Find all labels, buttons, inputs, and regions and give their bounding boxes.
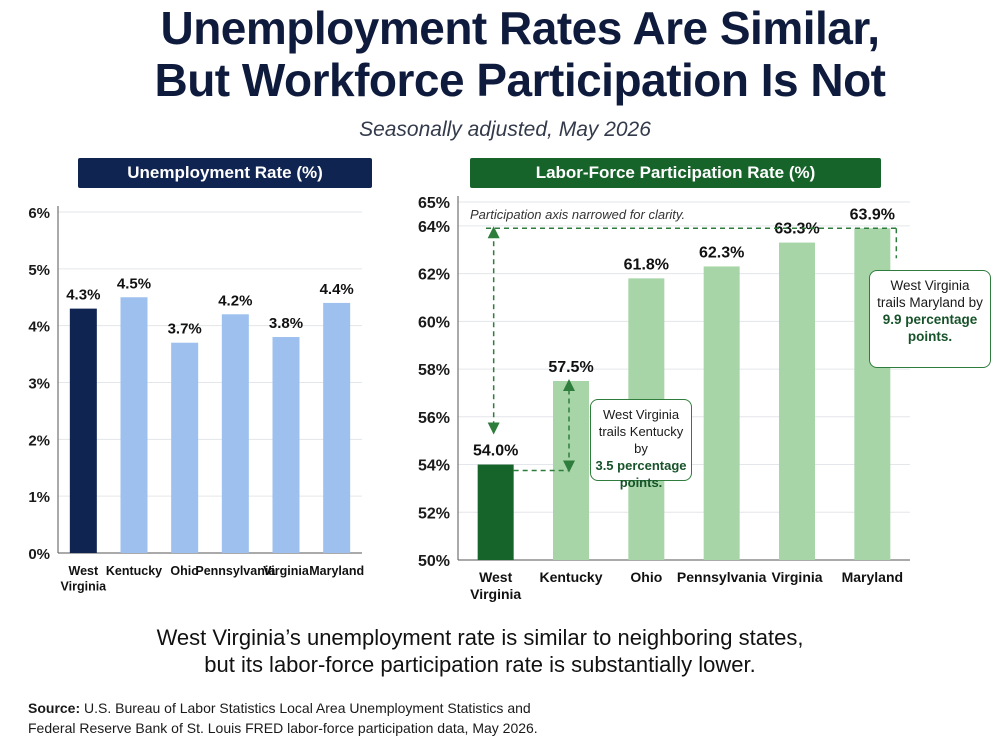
value-label: 57.5% bbox=[548, 359, 593, 376]
y-tick-label: 1% bbox=[28, 489, 50, 506]
value-label: 63.9% bbox=[850, 206, 895, 223]
x-tick-label: Kentucky bbox=[106, 564, 162, 578]
conclusion-line-1: West Virginia’s unemployment rate is sim… bbox=[156, 625, 804, 650]
y-tick-label: 54% bbox=[418, 458, 450, 475]
y-tick-label: 0% bbox=[28, 546, 50, 563]
y-tick-label: 50% bbox=[418, 553, 450, 570]
callout-ky-bold1: 3.5 percentage bbox=[595, 458, 687, 473]
bar-west-virginia bbox=[69, 308, 97, 553]
title-line-1: Unemployment Rates Are Similar, bbox=[160, 2, 880, 54]
kentucky-gap-callout: West Virginia trails Kentucky by 3.5 per… bbox=[590, 399, 692, 490]
page-subtitle: Seasonally adjusted, May 2026 bbox=[359, 118, 651, 141]
x-tick-label: Kentucky bbox=[539, 569, 602, 585]
y-tick-label: 52% bbox=[418, 505, 450, 522]
bar-pennsylvania bbox=[703, 266, 740, 560]
x-tick-label: Virginia bbox=[771, 569, 822, 585]
value-label: 63.3% bbox=[774, 221, 819, 238]
y-tick-label: 58% bbox=[418, 362, 450, 379]
maryland-gap-callout: West Virginia trails Maryland by 9.9 per… bbox=[869, 270, 991, 368]
participation-chart: 50% 52% 54% 56% 58% 60% 62% 64% 65% 54.0% West Virg… bbox=[418, 195, 910, 602]
bar-kentucky bbox=[120, 297, 148, 553]
y-tick-label: 5% bbox=[28, 262, 50, 279]
bar-kentucky bbox=[553, 381, 589, 560]
y-tick-label: 65% bbox=[418, 195, 450, 212]
conclusion-text: West Virginia’s unemployment rate is sim… bbox=[0, 624, 960, 678]
x-tick-label: Ohio bbox=[630, 569, 662, 585]
source-line-1: U.S. Bureau of Labor Statistics Local Ar… bbox=[84, 700, 531, 716]
value-label: 54.0% bbox=[473, 443, 518, 460]
x-tick-label: Maryland bbox=[842, 569, 903, 585]
bar-pennsylvania bbox=[221, 314, 249, 553]
y-tick-label: 60% bbox=[418, 314, 450, 331]
value-label: 4.4% bbox=[320, 281, 354, 298]
bar-ohio bbox=[171, 342, 199, 553]
conclusion-line-2: but its labor-force participation rate i… bbox=[204, 652, 756, 677]
x-tick-label: West Virginia bbox=[470, 569, 521, 602]
value-label: 4.2% bbox=[218, 292, 252, 309]
axis-note: Participation axis narrowed for clarity. bbox=[470, 207, 685, 222]
x-tick-label: Pennsylvania bbox=[677, 569, 767, 585]
value-label: 4.3% bbox=[66, 287, 100, 304]
callout-md-bold2: points. bbox=[907, 329, 953, 344]
bar-west-virginia bbox=[477, 464, 514, 560]
bar-maryland bbox=[323, 302, 351, 553]
y-tick-label: 64% bbox=[418, 219, 450, 236]
title-line-2: But Workforce Participation Is Not bbox=[154, 54, 886, 106]
source-line-2: Federal Reserve Bank of St. Louis FRED l… bbox=[28, 720, 538, 736]
y-tick-label: 2% bbox=[28, 432, 50, 449]
x-tick-label: Pennsylvania bbox=[195, 564, 276, 578]
y-tick-label: 3% bbox=[28, 376, 50, 393]
unemployment-chart: 0% 1% 2% 3% 4% 5% 6% 4.3% West Virginia 4.5% Kentuc… bbox=[28, 205, 364, 594]
x-tick-label: Virginia bbox=[263, 564, 310, 578]
callout-md-bold1: 9.9 percentage bbox=[882, 312, 978, 327]
source-note: Source: U.S. Bureau of Labor Statistics … bbox=[28, 698, 728, 738]
value-label: 3.7% bbox=[168, 321, 202, 338]
callout-md-line1: West Virginia bbox=[890, 278, 970, 293]
page-title: Unemployment Rates Are Similar, But Work… bbox=[0, 2, 1000, 106]
y-tick-label: 4% bbox=[28, 319, 50, 336]
unemployment-chart-title: Unemployment Rate (%) bbox=[78, 158, 372, 188]
value-label: 4.5% bbox=[117, 275, 151, 292]
callout-ky-line2: trails Kentucky by bbox=[598, 424, 684, 456]
y-tick-label: 6% bbox=[28, 205, 50, 222]
callout-md-line2: trails Maryland by bbox=[877, 295, 983, 310]
participation-chart-title: Labor-Force Participation Rate (%) bbox=[470, 158, 881, 188]
callout-ky-line1: West Virginia bbox=[602, 407, 680, 422]
value-label: 61.8% bbox=[624, 256, 669, 273]
source-label: Source: bbox=[28, 700, 81, 716]
value-label: 3.8% bbox=[269, 315, 303, 332]
y-tick-label: 62% bbox=[418, 267, 450, 284]
value-label: 62.3% bbox=[699, 244, 744, 261]
y-tick-label: 56% bbox=[418, 410, 450, 427]
bar-virginia bbox=[272, 337, 300, 553]
callout-ky-bold2: points. bbox=[619, 475, 663, 490]
bar-virginia bbox=[779, 242, 815, 560]
x-tick-label: West Virginia bbox=[61, 564, 108, 594]
x-tick-label: Maryland bbox=[309, 564, 364, 578]
x-tick-label: Ohio bbox=[170, 564, 199, 578]
